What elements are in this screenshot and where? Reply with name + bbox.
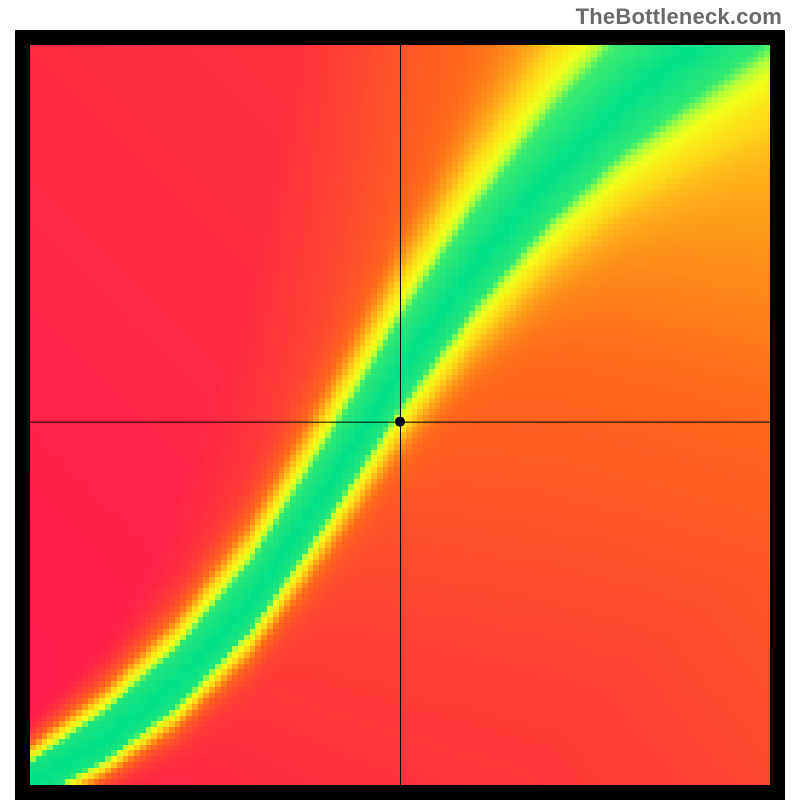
plot-area — [15, 30, 785, 800]
watermark-label: TheBottleneck.com — [576, 4, 782, 30]
chart-container: TheBottleneck.com — [0, 0, 800, 800]
overlay-canvas — [15, 30, 785, 800]
